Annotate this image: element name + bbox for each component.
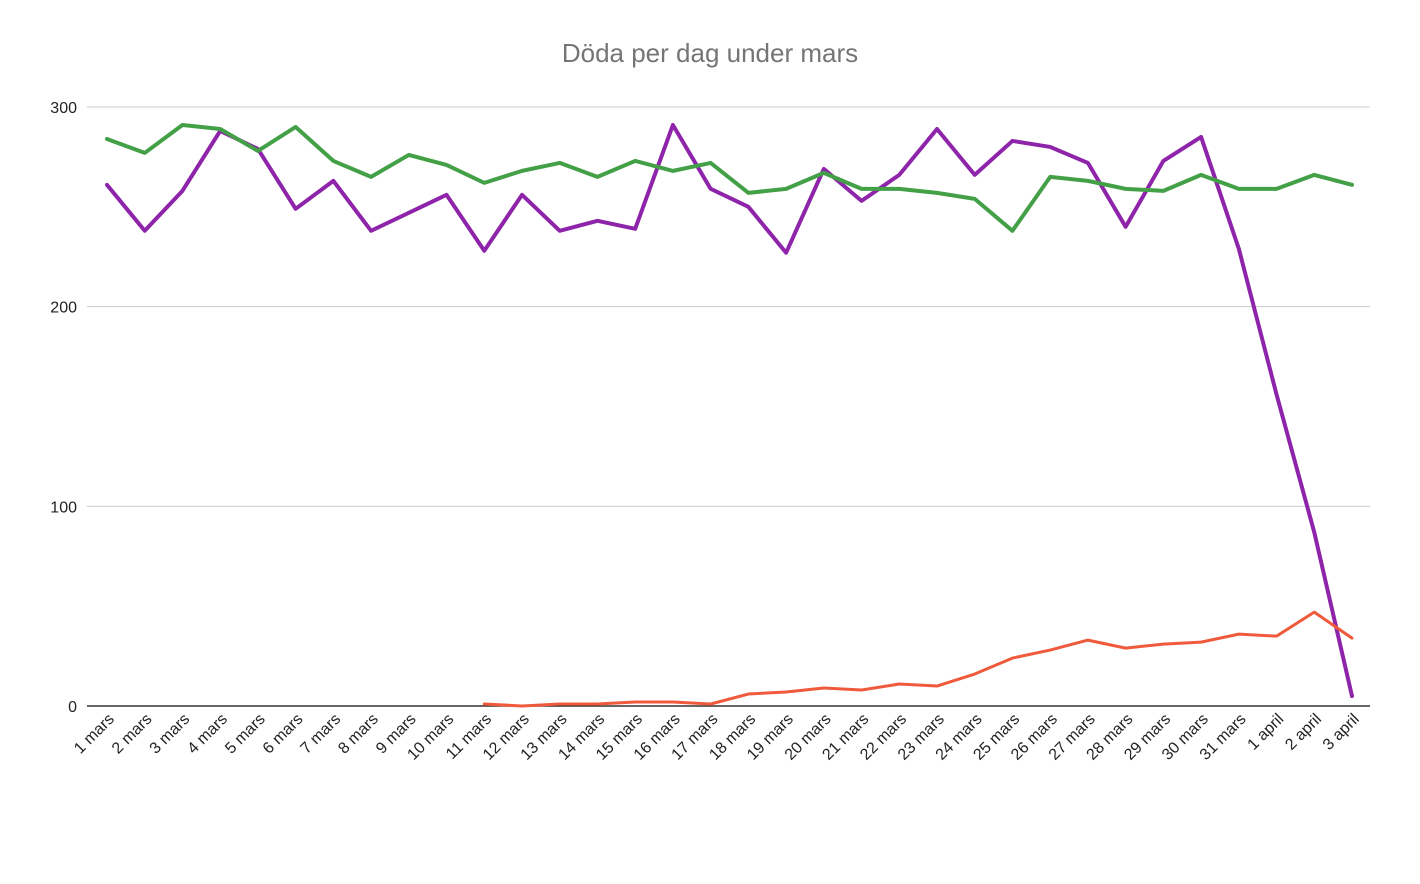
series-lines [105,122,1354,708]
y-tick-labels: 0 100 200 300 [50,100,77,716]
x-tick-label: 3 mars [147,711,194,758]
x-tick-label: 1 mars [71,711,118,758]
y-tick-label: 100 [50,499,77,516]
series-line-3 [482,610,1354,708]
y-tick-label: 200 [50,300,77,317]
chart-title: Döda per dag under mars [561,38,859,68]
x-tick-label: 5 mars [222,711,269,758]
gridlines [87,106,1370,507]
x-tick-label: 1 april [1245,711,1288,754]
series-line-2 [105,122,1354,233]
x-tick-label: 3 april [1320,711,1363,754]
x-tick-label: 2 mars [109,711,156,758]
series-line-1 [105,122,1354,699]
x-tick-label: 4 mars [184,711,231,758]
x-tick-label: 6 mars [260,711,307,758]
x-tick-label: 8 mars [335,711,382,758]
x-tick-label: 7 mars [298,711,345,758]
x-tick-label: 2 april [1282,711,1325,754]
y-tick-label: 300 [50,100,77,117]
y-tick-label: 0 [68,699,77,716]
